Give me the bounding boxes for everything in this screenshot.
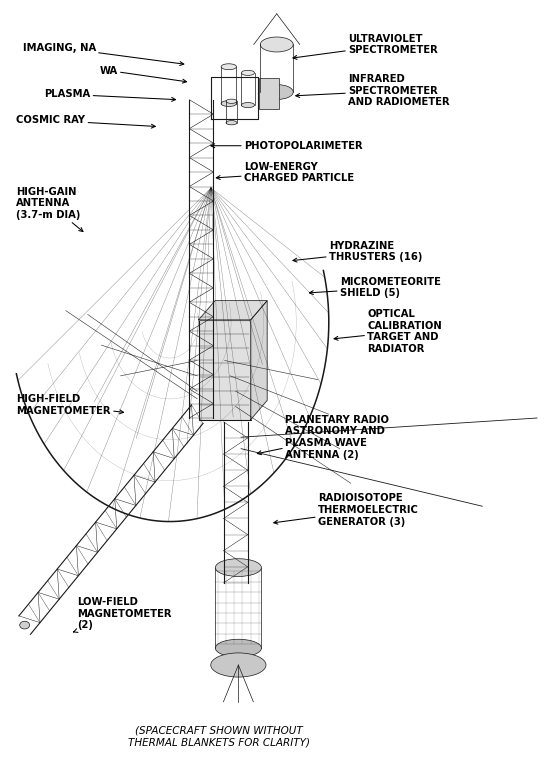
Ellipse shape xyxy=(215,639,261,657)
Ellipse shape xyxy=(211,653,266,677)
Ellipse shape xyxy=(226,120,237,125)
Text: OPTICAL
CALIBRATION
TARGET AND
RADIATOR: OPTICAL CALIBRATION TARGET AND RADIATOR xyxy=(334,309,442,354)
Text: IMAGING, NA: IMAGING, NA xyxy=(22,42,184,65)
Polygon shape xyxy=(198,301,267,320)
Ellipse shape xyxy=(241,71,254,75)
Polygon shape xyxy=(250,301,267,420)
Ellipse shape xyxy=(260,37,293,52)
Ellipse shape xyxy=(215,558,261,577)
Text: INFRARED
SPECTROMETER
AND RADIOMETER: INFRARED SPECTROMETER AND RADIOMETER xyxy=(296,74,449,107)
Ellipse shape xyxy=(221,64,236,70)
Text: ULTRAVIOLET
SPECTROMETER: ULTRAVIOLET SPECTROMETER xyxy=(293,34,438,59)
Text: PHOTOPOLARIMETER: PHOTOPOLARIMETER xyxy=(211,140,362,151)
Text: HIGH-GAIN
ANTENNA
(3.7-m DIA): HIGH-GAIN ANTENNA (3.7-m DIA) xyxy=(16,186,83,232)
Bar xyxy=(198,320,251,420)
Ellipse shape xyxy=(20,621,30,629)
Text: COSMIC RAY: COSMIC RAY xyxy=(16,115,155,128)
Ellipse shape xyxy=(221,100,236,107)
Text: PLANETARY RADIO
ASTRONOMY AND
PLASMA WAVE
ANTENNA (2): PLANETARY RADIO ASTRONOMY AND PLASMA WAV… xyxy=(258,415,389,459)
Text: HIGH-FIELD
MAGNETOMETER: HIGH-FIELD MAGNETOMETER xyxy=(16,394,123,416)
Ellipse shape xyxy=(260,84,293,100)
Bar xyxy=(259,78,279,109)
Text: RADIOISOTOPE
THERMOELECTRIC
GENERATOR (3): RADIOISOTOPE THERMOELECTRIC GENERATOR (3… xyxy=(274,493,419,527)
Text: WA: WA xyxy=(100,65,186,83)
Text: LOW-ENERGY
CHARGED PARTICLE: LOW-ENERGY CHARGED PARTICLE xyxy=(216,162,354,183)
Ellipse shape xyxy=(226,99,237,104)
Text: HYDRAZINE
THRUSTERS (16): HYDRAZINE THRUSTERS (16) xyxy=(293,241,422,262)
Text: MICROMETEORITE
SHIELD (5): MICROMETEORITE SHIELD (5) xyxy=(310,277,441,298)
Text: (SPACECRAFT SHOWN WITHOUT
THERMAL BLANKETS FOR CLARITY): (SPACECRAFT SHOWN WITHOUT THERMAL BLANKE… xyxy=(128,726,310,747)
Text: PLASMA: PLASMA xyxy=(44,89,175,101)
Text: LOW-FIELD
MAGNETOMETER
(2): LOW-FIELD MAGNETOMETER (2) xyxy=(73,597,171,633)
Ellipse shape xyxy=(241,103,254,107)
